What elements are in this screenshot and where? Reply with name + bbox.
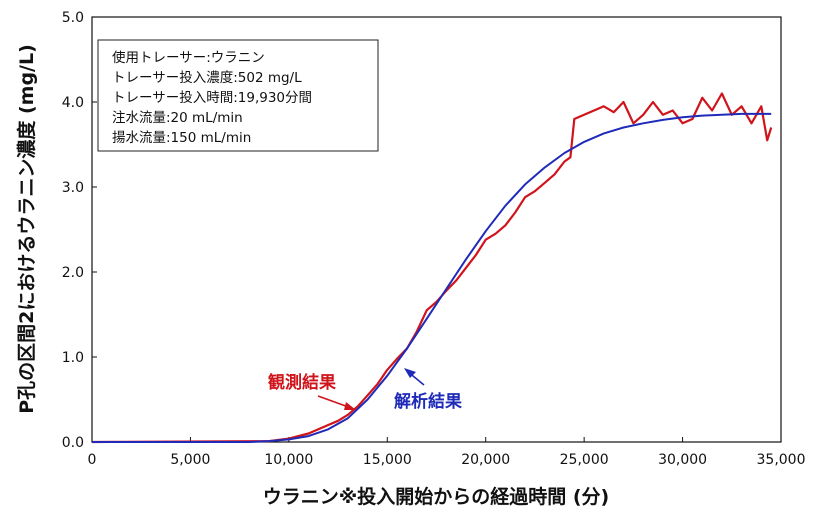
series-line-analytical	[92, 112, 772, 443]
annotation-analytical: 解析結果	[394, 368, 462, 412]
info-box-frame	[97, 39, 379, 152]
x-tick-label: 25,000	[560, 452, 609, 468]
x-tick-label: 10,000	[264, 452, 313, 468]
series-line-observed	[91, 92, 773, 444]
y-tick-label: 3.0	[62, 180, 84, 196]
info-line-pumping-flow: 揚水流量:150 mL/min	[112, 129, 251, 146]
info-box: 使用トレーサー:ウラニン トレーサー投入濃度:502 mg/L トレーサー投入時…	[97, 39, 379, 152]
annotation-analytical-arrowhead	[404, 368, 416, 378]
x-axis-ticks: 0 5,000 10,000 15,000 20,000 25,000 30,000 35,0…	[88, 437, 806, 468]
y-tick-label: 2.0	[62, 265, 84, 281]
annotation-observed-arrowhead	[344, 402, 356, 410]
x-tick-label: 5,000	[170, 452, 210, 468]
info-line-duration: トレーサー投入時間:19,930分間	[112, 90, 312, 106]
info-line-tracer: 使用トレーサー:ウラニン	[112, 49, 265, 66]
y-axis-title: P孔の区間2におけるウラニン濃度 (mg/L)	[15, 44, 38, 414]
series-layer	[91, 92, 773, 444]
annotation-observed-label: 観測結果	[268, 372, 336, 393]
x-axis-title: ウラニン※投入開始からの経過時間 (分)	[263, 485, 609, 508]
y-tick-label: 5.0	[62, 10, 84, 26]
y-axis-ticks: 0.0 1.0 2.0 3.0 4.0 5.0	[62, 10, 97, 451]
x-tick-label: 15,000	[363, 452, 412, 468]
info-line-concentration: トレーサー投入濃度:502 mg/L	[112, 70, 302, 86]
x-tick-label: 35,000	[757, 452, 806, 468]
annotation-observed: 観測結果	[268, 372, 356, 410]
info-line-injection-flow: 注水流量:20 mL/min	[112, 110, 243, 126]
x-tick-label: 20,000	[461, 452, 510, 468]
x-tick-label: 0	[88, 452, 97, 468]
plot-frame	[91, 16, 782, 443]
annotation-analytical-label: 解析結果	[394, 391, 462, 412]
y-tick-label: 0.0	[62, 435, 84, 451]
x-tick-label: 30,000	[658, 452, 707, 468]
y-tick-label: 4.0	[62, 95, 84, 111]
y-tick-label: 1.0	[62, 350, 84, 366]
